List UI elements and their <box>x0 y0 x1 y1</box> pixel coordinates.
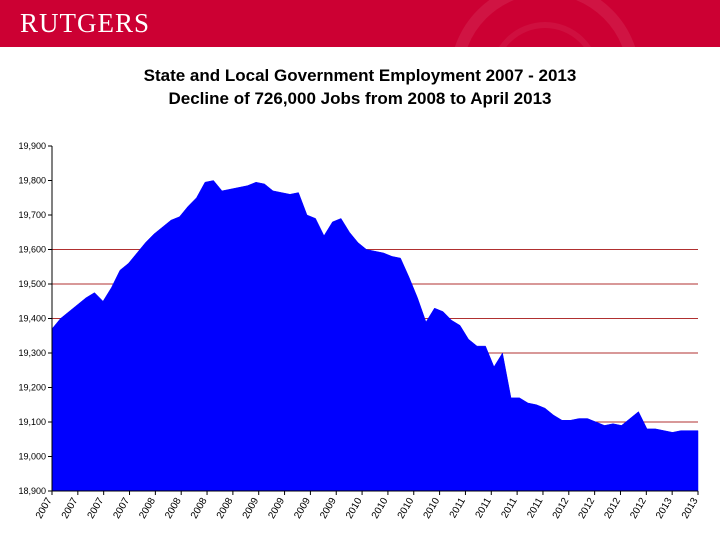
x-tick-label: 2007 <box>34 496 55 521</box>
y-tick-label: 19,500 <box>18 279 46 289</box>
y-tick-label: 19,400 <box>18 314 46 324</box>
x-tick-label: 2010 <box>396 496 417 521</box>
x-tick-label: 2009 <box>267 496 288 521</box>
y-tick-label: 19,200 <box>18 383 46 393</box>
x-tick-label: 2007 <box>86 496 107 521</box>
y-tick-label: 19,800 <box>18 176 46 186</box>
x-tick-label: 2008 <box>163 496 184 521</box>
x-tick-label: 2009 <box>241 496 262 521</box>
header-banner: RUTGERS <box>0 0 720 47</box>
x-tick-label: 2012 <box>577 496 598 521</box>
x-tick-label: 2010 <box>370 496 391 521</box>
x-tick-label: 2013 <box>680 496 701 521</box>
rutgers-logo: RUTGERS <box>20 8 151 38</box>
x-tick-label: 2011 <box>499 496 519 521</box>
x-tick-label: 2007 <box>111 496 132 521</box>
y-tick-label: 19,700 <box>18 210 46 220</box>
x-tick-label: 2008 <box>137 496 158 521</box>
x-tick-label: 2013 <box>654 496 675 521</box>
series-area <box>51 180 699 492</box>
x-tick-label: 2012 <box>551 496 572 521</box>
y-tick-label: 19,000 <box>18 452 46 462</box>
x-tick-label: 2011 <box>448 496 468 521</box>
x-tick-label: 2012 <box>602 496 623 521</box>
x-tick-label: 2009 <box>292 496 313 521</box>
x-tick-label: 2012 <box>628 496 649 521</box>
y-tick-label: 19,600 <box>18 245 46 255</box>
x-tick-label: 2008 <box>215 496 236 521</box>
x-tick-label: 2011 <box>474 496 494 521</box>
area-chart: 18,900 19,000 19,100 19,200 19,300 19,400 19,5… <box>18 141 701 521</box>
y-tick-label: 19,900 <box>18 141 46 151</box>
chart-title: State and Local Government Employment 20… <box>143 66 577 85</box>
x-tick-label: 2008 <box>189 496 210 521</box>
chart-title-block: State and Local Government Employment 20… <box>0 64 720 110</box>
y-tick-label: 19,100 <box>18 417 46 427</box>
x-tick-label: 2010 <box>422 496 443 521</box>
chart-subtitle: Decline of 726,000 Jobs from 2008 to Apr… <box>168 89 552 108</box>
x-tick-label: 2010 <box>344 496 365 521</box>
y-tick-label: 18,900 <box>18 486 46 496</box>
y-tick-label: 19,300 <box>18 348 46 358</box>
x-tick-label: 2007 <box>60 496 81 521</box>
x-tick-label: 2011 <box>525 496 545 521</box>
x-tick-label: 2009 <box>318 496 339 521</box>
